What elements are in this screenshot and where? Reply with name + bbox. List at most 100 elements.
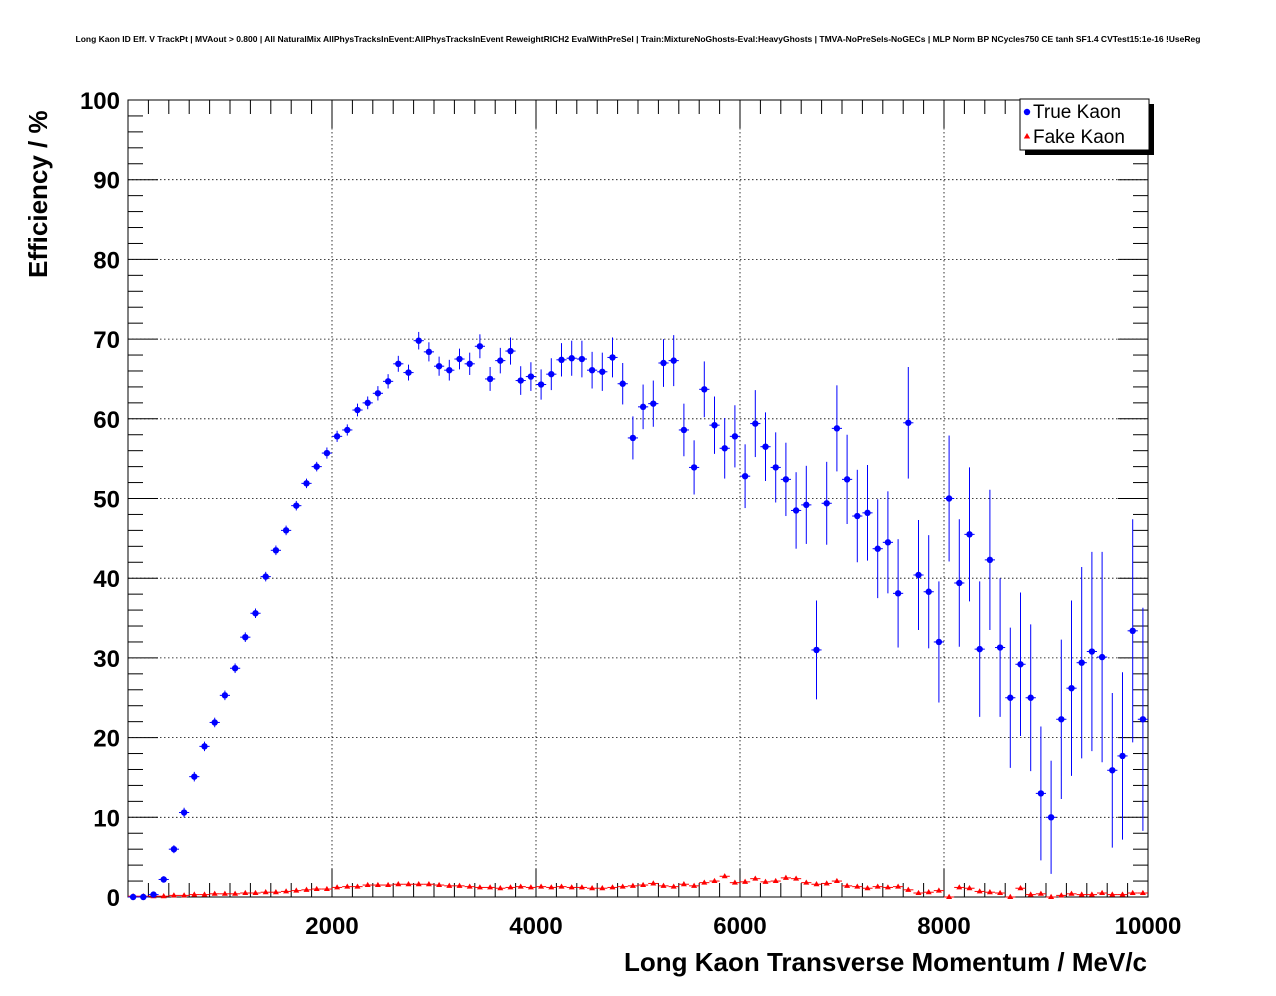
fake-kaon-point [311,885,322,892]
fake-kaon-point [199,891,210,897]
true-kaon-point [291,500,302,511]
fake-kaon-point [495,885,506,891]
x-tick-label: 10000 [1115,913,1182,940]
fake-kaon-point [240,889,251,896]
true-kaon-point [352,403,363,417]
fake-kaon-point [689,882,700,888]
true-kaon-point [332,430,343,442]
true-kaon-point [709,396,720,454]
true-kaon-point [1025,624,1036,772]
fake-kaon-point [1086,891,1097,897]
true-kaon-point [923,535,934,649]
fake-kaon-point [1005,893,1016,899]
fake-kaon-point [1025,891,1036,897]
fake-kaon-point [434,881,445,888]
legend-fake-kaon-label: Fake Kaon [1033,127,1125,148]
fake-kaon-point [189,891,200,897]
true-kaon-point [587,351,598,389]
true-kaon-point [515,366,526,395]
true-kaon-point [321,447,332,459]
true-kaon-point [1127,519,1138,743]
true-kaon-point [770,432,781,503]
true-kaon-point [474,334,485,359]
true-kaon-point [801,465,812,544]
fake-kaon-point [454,882,465,888]
fake-kaon-point [944,893,955,899]
true-kaon-point [413,331,424,350]
true-kaon-point [627,416,638,460]
true-kaon-point [1086,551,1097,752]
true-kaon-point [719,418,730,479]
true-kaon-point [821,461,832,545]
true-kaon-point [270,545,281,556]
legend-box [1019,98,1150,151]
true-kaon-point [434,356,445,376]
true-kaon-point [648,380,659,427]
fake-kaon-point [984,889,995,895]
true-kaon-point [230,663,241,674]
fake-kaon-point [168,892,179,898]
true-kaon-point [1137,607,1148,831]
fake-kaon-point [260,889,271,895]
fake-kaon-point [301,886,312,892]
fake-kaon-point [423,881,434,887]
true-kaon-point [893,539,904,648]
true-kaon-point [1107,692,1118,848]
true-kaon-point [638,384,649,430]
true-kaon-point [168,845,179,854]
true-kaon-point [607,337,618,378]
true-kaon-point [311,461,322,472]
true-kaon-point [597,352,608,391]
fake-kaon-point [862,885,873,891]
true-kaon-point [485,366,496,391]
fake-kaon-point [801,879,812,885]
true-kaon-point [678,403,689,457]
fake-kaon-point [505,884,516,890]
fake-kaon-point [933,887,944,893]
fake-kaon-point [444,882,455,888]
fake-kaon-point [617,883,628,889]
fake-kaon-point [393,881,404,887]
true-kaon-point [862,465,873,561]
series-fake-kaon [128,873,1148,899]
fake-kaon-point [852,883,863,889]
fake-kaon-point [842,882,853,888]
series-true-kaon [128,331,1148,901]
fake-kaon-point [954,884,965,890]
fake-kaon-point [1066,890,1077,896]
true-kaon-point [852,469,863,563]
fake-kaon-point [882,884,893,890]
true-kaon-point [179,807,190,818]
fake-kaon-point [546,884,557,890]
y-tick-label: 80 [93,247,120,274]
fake-kaon-point [281,888,292,894]
fake-kaon-point [709,877,720,884]
true-kaon-point [1015,592,1026,737]
y-tick-label: 30 [93,646,120,673]
true-kaon-point [148,891,159,898]
true-kaon-point [546,358,557,391]
true-kaon-point [964,467,975,602]
x-tick-labels: 2000 4000 6000 8000 10000 [305,913,1181,940]
fake-kaon-point [780,874,791,880]
fake-kaon-point [1015,885,1026,891]
true-kaon-point [393,355,404,372]
fake-kaon-point [872,883,883,889]
true-kaon-point [383,374,394,389]
grid [128,100,1149,897]
y-axis-title: Efficiency / % [23,110,53,278]
fake-kaon-point [699,879,710,885]
true-kaon-point [1035,726,1046,861]
fake-kaon-point [413,881,424,887]
true-kaon-point [209,717,220,728]
fake-kaon-point [403,881,414,887]
true-kaon-point [760,412,771,481]
fake-kaon-point [964,885,975,891]
fake-kaon-point [321,885,332,892]
x-tick-label: 6000 [713,913,766,940]
true-kaon-point [689,440,700,495]
fake-kaon-point [474,884,485,890]
y-tick-label: 100 [80,88,120,115]
fake-kaon-point [556,883,567,889]
fake-kaon-point [566,884,577,890]
